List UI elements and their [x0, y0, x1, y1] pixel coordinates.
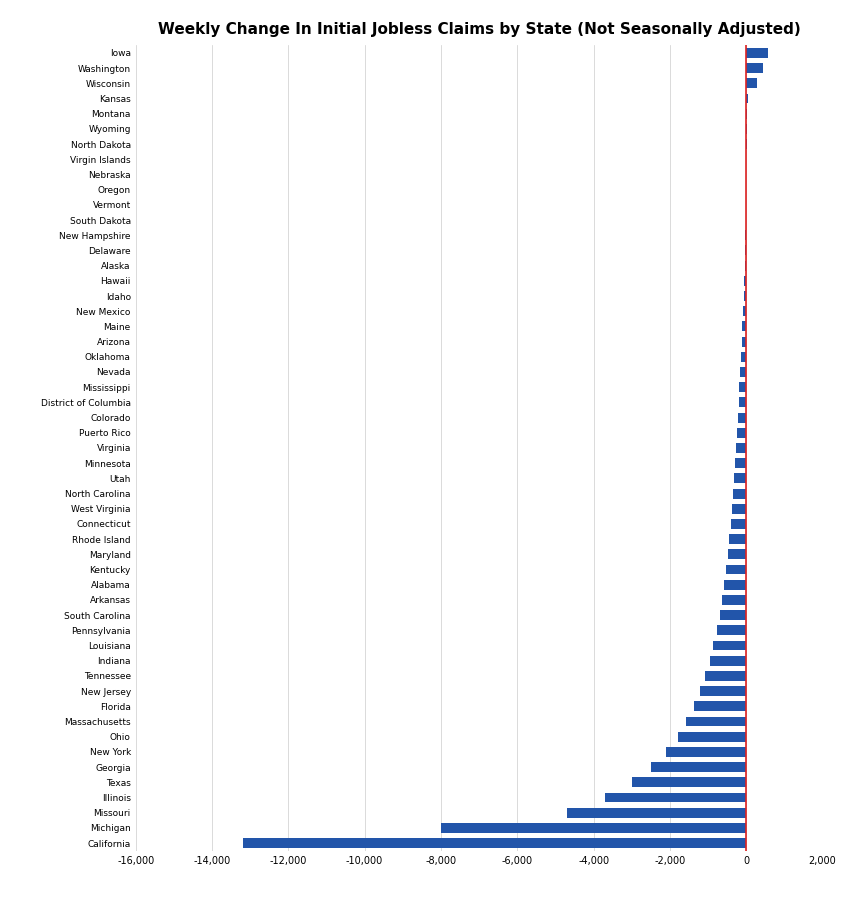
Bar — [243, 838, 746, 848]
Bar — [717, 625, 746, 635]
Bar — [732, 504, 746, 514]
Title: Weekly Change In Initial Jobless Claims by State (Not Seasonally Adjusted): Weekly Change In Initial Jobless Claims … — [158, 22, 801, 37]
Bar — [700, 686, 746, 696]
Bar — [441, 823, 746, 833]
Bar — [745, 261, 746, 271]
Bar — [740, 367, 746, 376]
Bar — [678, 732, 746, 742]
Bar — [651, 762, 746, 772]
Bar — [710, 656, 746, 666]
Bar — [743, 321, 746, 331]
Bar — [736, 443, 746, 452]
Bar — [713, 641, 746, 651]
Bar — [745, 245, 746, 255]
Bar — [667, 747, 746, 757]
Bar — [566, 808, 746, 817]
Bar — [686, 717, 746, 727]
Bar — [728, 549, 746, 559]
Bar — [722, 595, 746, 605]
Bar — [746, 93, 748, 103]
Bar — [726, 565, 746, 575]
Bar — [605, 793, 746, 803]
Bar — [719, 610, 746, 620]
Bar — [733, 489, 746, 499]
Bar — [743, 306, 746, 316]
Bar — [738, 413, 746, 423]
Bar — [734, 473, 746, 483]
Bar — [744, 291, 746, 301]
Bar — [739, 397, 746, 407]
Bar — [741, 352, 746, 362]
Bar — [746, 63, 762, 73]
Bar — [694, 701, 746, 711]
Bar — [729, 534, 746, 544]
Bar — [742, 337, 746, 347]
Bar — [745, 276, 746, 286]
Bar — [724, 580, 746, 590]
Bar — [746, 79, 757, 88]
Bar — [739, 382, 746, 392]
Bar — [737, 428, 746, 438]
Bar — [746, 48, 768, 58]
Bar — [706, 671, 746, 681]
Bar — [632, 777, 746, 787]
Bar — [731, 519, 746, 529]
Bar — [735, 458, 746, 468]
